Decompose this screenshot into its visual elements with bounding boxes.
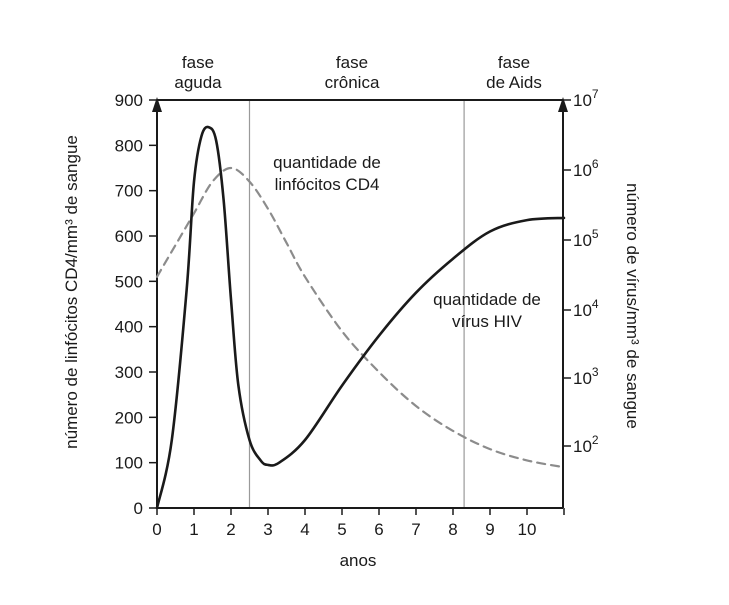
y-right-tick-label: 107 [573, 87, 599, 110]
phase-label-top: fase [182, 53, 214, 72]
axes [152, 97, 568, 509]
y-left-tick-label: 300 [115, 363, 143, 382]
phase-label-bottom: de Aids [486, 73, 542, 92]
annotation-hiv: vírus HIV [452, 312, 523, 331]
series-layer [155, 125, 566, 510]
x-tick-label: 8 [448, 520, 457, 539]
y-right-axis-label: número de vírus/mm³ de sangue [623, 183, 642, 429]
y-left-axis-ticks: 0 100 200 300 400 500 600 700 800 900 [115, 91, 157, 518]
phase-label-bottom: aguda [174, 73, 222, 92]
series-annotations: quantidade de linfócitos CD4 quantidade de… [273, 153, 541, 331]
annotation-hiv: quantidade de [433, 290, 541, 309]
x-tick-label: 6 [374, 520, 383, 539]
x-axis-label: anos [340, 551, 377, 570]
y-left-tick-label: 800 [115, 136, 143, 155]
y-left-tick-label: 0 [134, 499, 143, 518]
x-tick-label: 0 [152, 520, 161, 539]
x-tick-label: 9 [485, 520, 494, 539]
phase-label-top: fase [498, 53, 530, 72]
phase-label-bottom: crônica [325, 73, 380, 92]
x-axis-ticks: 0 1 2 3 4 5 6 7 8 9 10 [152, 508, 565, 539]
y-left-axis-label: número de linfócitos CD4/mm³ de sangue [62, 135, 81, 449]
x-tick-label: 2 [226, 520, 235, 539]
y-left-arrow [152, 97, 162, 112]
y-left-tick-label: 100 [115, 454, 143, 473]
series-hiv-line [155, 125, 566, 510]
y-left-tick-label: 200 [115, 408, 143, 427]
y-left-tick-label: 600 [115, 227, 143, 246]
y-right-axis-ticks: 102 103 104 105 106 107 [563, 87, 599, 456]
x-tick-label: 5 [337, 520, 346, 539]
y-left-tick-label: 700 [115, 182, 143, 201]
y-right-arrow [558, 97, 568, 112]
y-right-tick-label: 104 [573, 297, 599, 320]
y-left-tick-label: 400 [115, 318, 143, 337]
y-right-tick-label: 103 [573, 365, 599, 388]
annotation-cd4: quantidade de [273, 153, 381, 172]
x-tick-label: 4 [300, 520, 309, 539]
y-right-tick-label: 102 [573, 433, 599, 456]
y-left-tick-label: 500 [115, 272, 143, 291]
x-tick-label: 7 [411, 520, 420, 539]
x-tick-label: 10 [518, 520, 537, 539]
x-tick-label: 3 [263, 520, 272, 539]
y-right-tick-label: 106 [573, 157, 599, 180]
y-left-tick-label: 900 [115, 91, 143, 110]
annotation-cd4: linfócitos CD4 [275, 175, 380, 194]
series-cd4-line [155, 166, 566, 469]
y-right-tick-label: 105 [573, 227, 599, 250]
phase-label-top: fase [336, 53, 368, 72]
x-tick-label: 1 [189, 520, 198, 539]
